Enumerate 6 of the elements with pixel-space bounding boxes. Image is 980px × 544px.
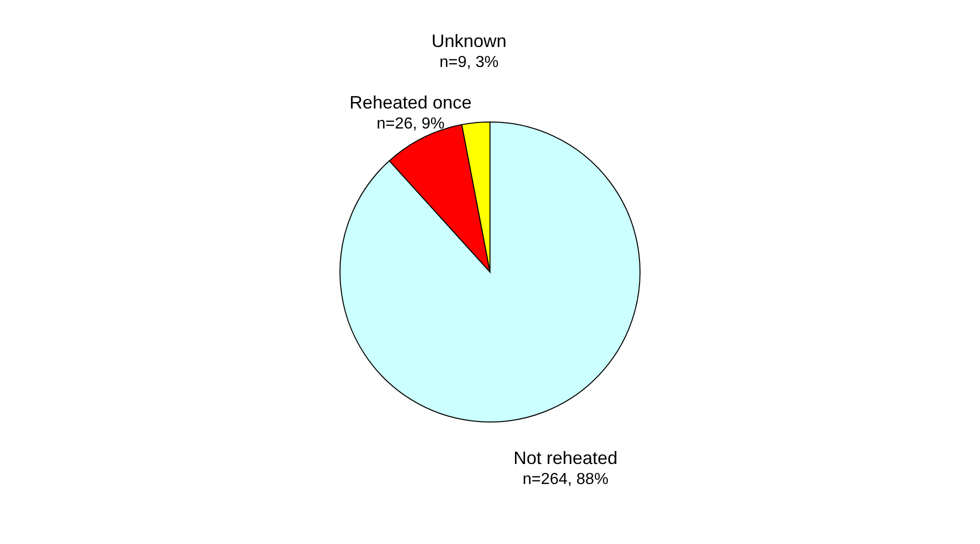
slice-label: Unknown [432, 30, 507, 51]
data-label: n=26, 9% [376, 116, 445, 133]
slice-label: Reheated once [350, 92, 472, 113]
data-label: n=9, 3% [439, 54, 499, 71]
data-label: n=264, 88% [522, 470, 608, 488]
slice-label: Not reheated [513, 448, 618, 468]
